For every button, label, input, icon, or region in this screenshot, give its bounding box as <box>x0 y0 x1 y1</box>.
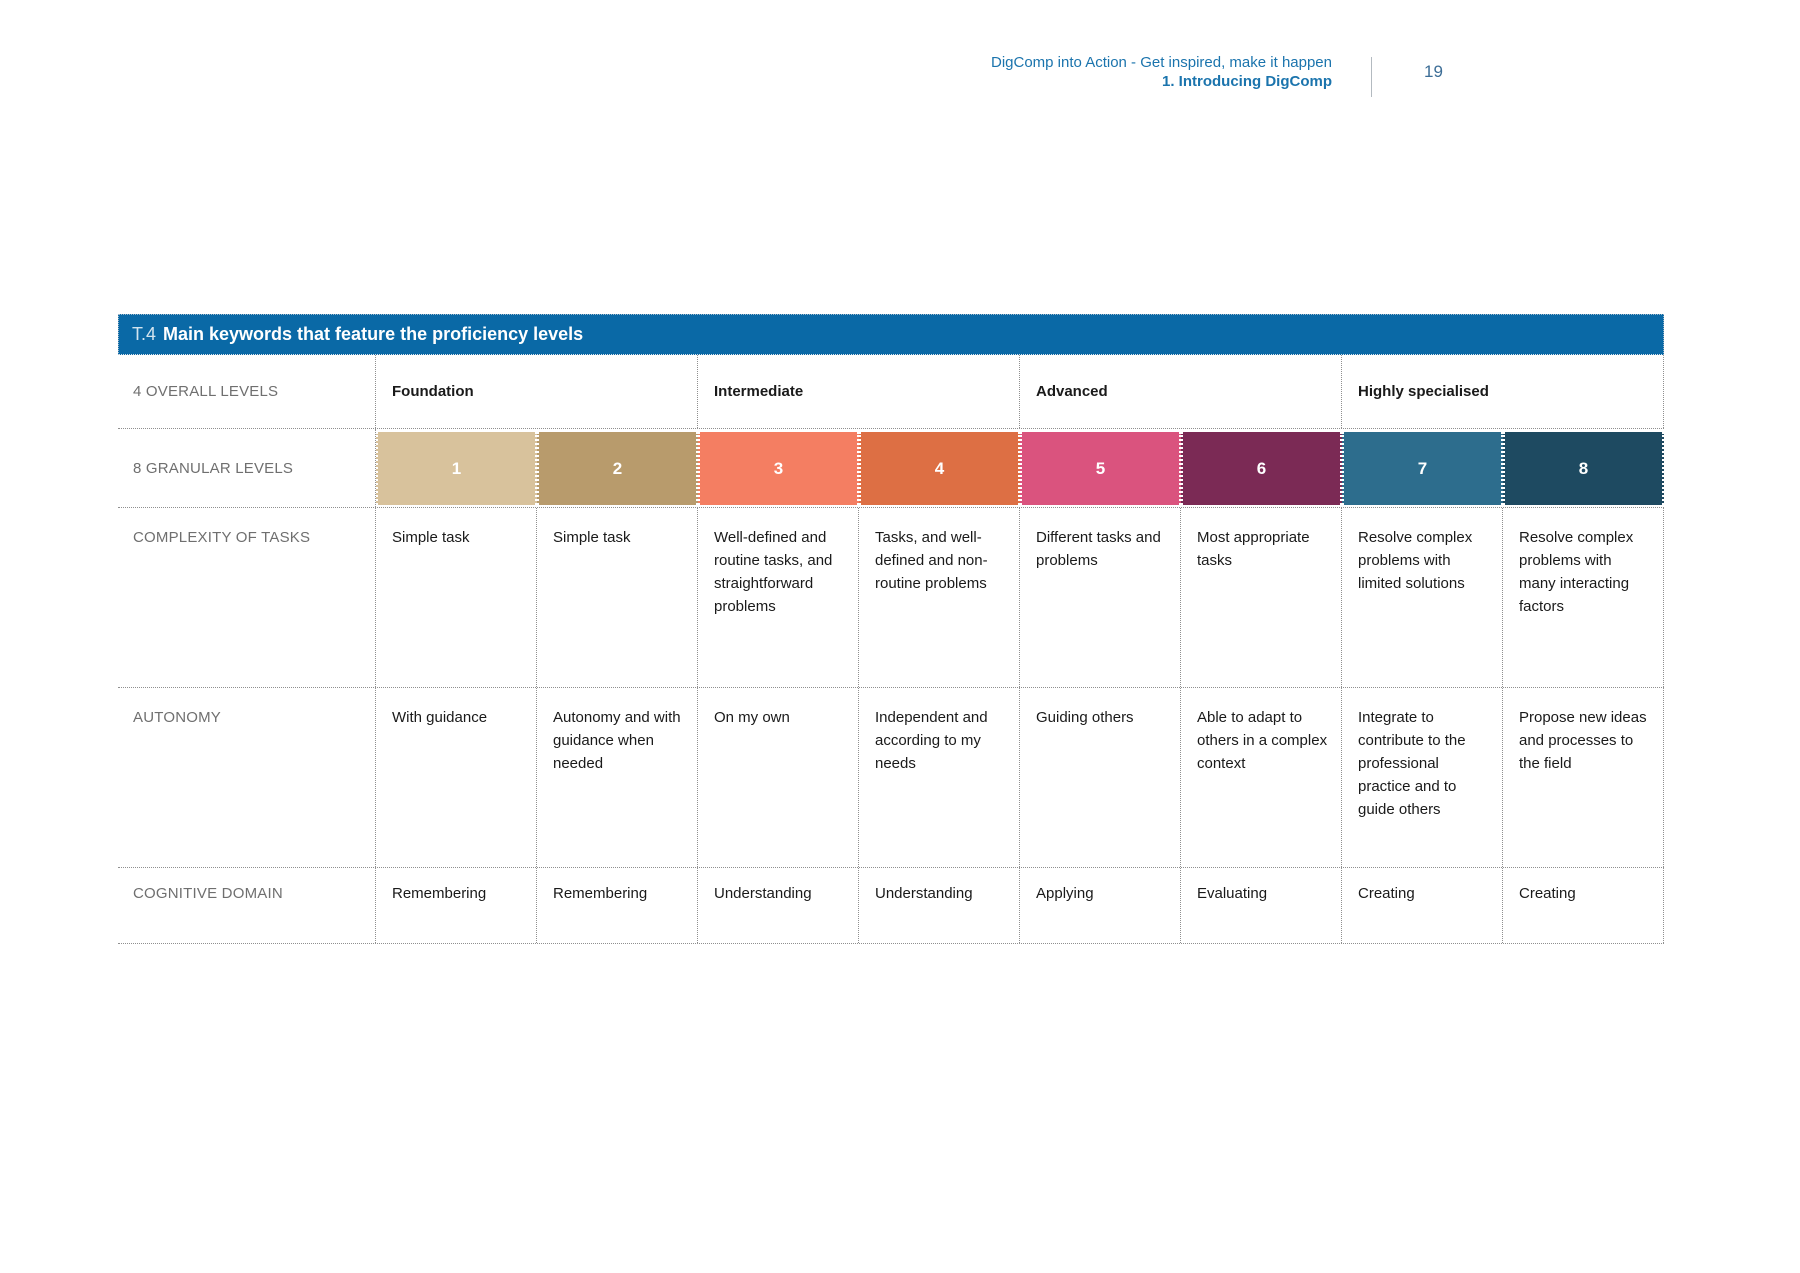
proficiency-levels-table: T.4 Main keywords that feature the profi… <box>118 314 1664 944</box>
autonomy-level-8: Propose new ideas and processes to the f… <box>1503 688 1664 867</box>
row-label-cognitive: COGNITIVE DOMAIN <box>118 868 376 943</box>
complexity-level-8: Resolve complex problems with many inter… <box>1503 508 1664 687</box>
autonomy-level-2: Autonomy and with guidance when needed <box>537 688 698 867</box>
autonomy-level-1: With guidance <box>376 688 537 867</box>
running-header: DigComp into Action - Get inspired, make… <box>991 53 1332 91</box>
cognitive-row: COGNITIVE DOMAIN Remembering Remembering… <box>118 868 1664 944</box>
overall-level-advanced: Advanced <box>1020 355 1342 428</box>
autonomy-level-6: Able to adapt to others in a complex con… <box>1181 688 1342 867</box>
complexity-level-1: Simple task <box>376 508 537 687</box>
autonomy-level-3: On my own <box>698 688 859 867</box>
cognitive-level-1: Remembering <box>376 868 537 943</box>
level-badge-7: 7 <box>1342 432 1503 505</box>
complexity-level-2: Simple task <box>537 508 698 687</box>
overall-level-foundation: Foundation <box>376 355 698 428</box>
running-header-title: DigComp into Action - Get inspired, make… <box>990 54 1332 71</box>
cognitive-level-3: Understanding <box>698 868 859 943</box>
page-number: 19 <box>1424 62 1443 81</box>
complexity-level-5: Different tasks and problems <box>1020 508 1181 687</box>
cognitive-level-2: Remembering <box>537 868 698 943</box>
cognitive-level-8: Creating <box>1503 868 1664 943</box>
level-badge-8: 8 <box>1503 432 1664 505</box>
level-badge-5: 5 <box>1020 432 1181 505</box>
complexity-row: COMPLEXITY OF TASKS Simple task Simple t… <box>118 508 1664 688</box>
cognitive-level-7: Creating <box>1342 868 1503 943</box>
running-header-section: 1. Introducing DigComp <box>1162 73 1332 90</box>
autonomy-level-7: Integrate to contribute to the professio… <box>1342 688 1503 867</box>
overall-level-intermediate: Intermediate <box>698 355 1020 428</box>
level-badge-1: 1 <box>376 432 537 505</box>
autonomy-level-4: Independent and according to my needs <box>859 688 1020 867</box>
overall-levels-row: 4 OVERALL LEVELS Foundation Intermediate… <box>118 355 1664 429</box>
autonomy-level-5: Guiding others <box>1020 688 1181 867</box>
table-title-bar: T.4 Main keywords that feature the profi… <box>118 314 1664 355</box>
level-badge-3: 3 <box>698 432 859 505</box>
level-badge-4: 4 <box>859 432 1020 505</box>
autonomy-row: AUTONOMY With guidance Autonomy and with… <box>118 688 1664 868</box>
cognitive-level-5: Applying <box>1020 868 1181 943</box>
header-divider <box>1371 57 1372 97</box>
row-label-autonomy: AUTONOMY <box>118 688 376 867</box>
row-label-overall-levels: 4 OVERALL LEVELS <box>118 355 376 428</box>
complexity-level-3: Well-defined and routine tasks, and stra… <box>698 508 859 687</box>
complexity-level-7: Resolve complex problems with limited so… <box>1342 508 1503 687</box>
table-number-label: T.4 <box>132 324 157 344</box>
level-badge-6: 6 <box>1181 432 1342 505</box>
cognitive-level-6: Evaluating <box>1181 868 1342 943</box>
granular-levels-row: 8 GRANULAR LEVELS 1 2 3 4 5 6 7 8 <box>118 429 1664 508</box>
complexity-level-6: Most appropriate tasks <box>1181 508 1342 687</box>
row-label-granular-levels: 8 GRANULAR LEVELS <box>118 429 376 507</box>
table-title: Main keywords that feature the proficien… <box>163 324 584 344</box>
overall-level-highly-specialised: Highly specialised <box>1342 355 1664 428</box>
level-badge-2: 2 <box>537 432 698 505</box>
complexity-level-4: Tasks, and well-defined and non-routine … <box>859 508 1020 687</box>
cognitive-level-4: Understanding <box>859 868 1020 943</box>
row-label-complexity: COMPLEXITY OF TASKS <box>118 508 376 687</box>
